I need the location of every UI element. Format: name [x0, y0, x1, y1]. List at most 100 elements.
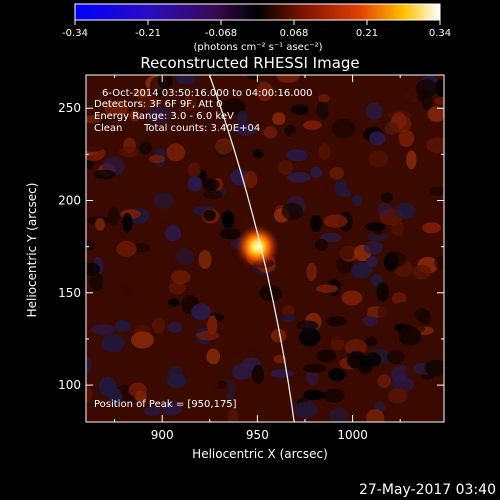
heatmap-blob: [377, 303, 397, 322]
heatmap-blob: [426, 137, 444, 153]
heatmap-blob: [187, 176, 203, 192]
heatmap-blob: [296, 320, 319, 331]
heatmap-blob: [157, 244, 180, 257]
x-axis-label: Heliocentric X (arcsec): [192, 447, 328, 461]
heatmap-blob: [86, 356, 92, 374]
heatmap-blob: [104, 100, 128, 117]
heatmap-blob: [203, 189, 223, 200]
heatmap-blob: [151, 317, 166, 334]
heatmap-blob: [101, 361, 120, 373]
heatmap-blob: [146, 106, 171, 124]
heatmap-blob: [166, 143, 186, 162]
heatmap-blob: [398, 129, 415, 147]
heatmap-blob: [355, 299, 368, 320]
heatmap-blob: [341, 188, 352, 198]
heatmap-blob: [176, 75, 196, 85]
heatmap-blob: [366, 256, 378, 268]
heatmap-blob: [351, 195, 363, 207]
heatmap-blob: [281, 202, 303, 220]
heatmap-blob: [386, 350, 405, 365]
heatmap-blob: [114, 319, 131, 332]
heatmap-blob: [222, 98, 246, 116]
chart-title: Reconstructed RHESSI Image: [140, 54, 359, 72]
heatmap-blob: [276, 75, 300, 83]
heatmap-blob: [139, 141, 153, 155]
x-tick-label: 1000: [337, 428, 368, 442]
info-peak-position: Position of Peak = [950,175]: [94, 399, 237, 410]
heatmap-blob: [392, 76, 412, 93]
heatmap-blob: [329, 167, 345, 180]
heatmap-blob: [86, 115, 102, 124]
heatmap-blob: [320, 232, 342, 243]
y-tick-label: 100: [58, 378, 81, 392]
heatmap-blob: [153, 192, 174, 210]
heatmap-blob: [398, 326, 421, 346]
heatmap-blob: [302, 363, 327, 373]
heatmap-blob: [86, 142, 104, 152]
heatmap-blob: [215, 138, 233, 155]
heatmap-blob: [344, 339, 367, 356]
y-axis-label: Heliocentric Y (arcsec): [25, 183, 39, 318]
heatmap-blob: [94, 169, 116, 180]
heatmap-blob: [129, 109, 140, 122]
info-detectors: Detectors: 3F 6F 9F, Att 0: [94, 99, 222, 110]
heatmap-blob: [286, 149, 308, 162]
heatmap-blob: [423, 174, 444, 190]
heatmap-blob: [224, 380, 236, 401]
heatmap-blob: [214, 304, 234, 316]
heatmap-blob: [119, 146, 139, 158]
heatmap-blob: [364, 222, 386, 232]
heatmap-blob: [108, 206, 120, 227]
heatmap-blob: [369, 131, 386, 146]
x-tick-label: 900: [151, 428, 174, 442]
heatmap-blob: [216, 77, 240, 88]
colorbar-tick-label-3: 0.068: [280, 28, 309, 39]
heatmap-blob: [89, 272, 104, 292]
colorbar-tick-label-5: 0.34: [429, 28, 451, 39]
heatmap-blob: [272, 112, 286, 126]
heatmap-blob: [157, 75, 174, 89]
heatmap-blob: [209, 381, 230, 398]
plot-frame: [85, 74, 445, 423]
heatmap-blob: [412, 264, 432, 280]
heatmap-blob: [122, 212, 133, 233]
heatmap-blob: [346, 351, 367, 369]
heatmap-blob: [271, 328, 287, 343]
heatmap-blob: [227, 408, 239, 422]
heatmap-blob: [424, 359, 444, 377]
heatmap-blob: [328, 368, 346, 382]
heatmap-blob: [183, 94, 197, 111]
heatmap-blob: [314, 238, 329, 251]
heatmap-blob: [161, 401, 182, 416]
solar-limb-curve: [208, 75, 295, 422]
heatmap-blob: [365, 102, 383, 121]
heatmap-blob: [384, 122, 399, 135]
heatmap-blob: [259, 285, 282, 302]
heatmap-blob: [168, 281, 186, 295]
peak-source: [235, 224, 280, 269]
heatmap-blob: [316, 349, 337, 363]
heatmap-blob: [365, 336, 378, 347]
x-tick-label: 950: [246, 428, 269, 442]
heatmap-blob: [377, 374, 392, 389]
heatmap-blob: [306, 262, 317, 282]
colorbar-unit-label: (photons cm⁻² s⁻¹ asec⁻²): [193, 42, 322, 53]
y-axis: 100 150 200 250: [58, 101, 444, 392]
heatmap-blob: [367, 232, 389, 242]
heatmap-blob: [415, 205, 430, 221]
heatmap-blob: [309, 214, 323, 232]
heatmap-blob: [148, 154, 165, 164]
heatmap-blob: [203, 209, 216, 221]
heatmap-blob: [137, 94, 157, 110]
heatmap-blob: [167, 373, 187, 388]
heatmap-blob: [198, 250, 212, 269]
heatmap-blob: [143, 406, 162, 417]
heatmap-blob: [187, 162, 201, 178]
y-tick-label: 150: [58, 286, 81, 300]
heatmap-blob: [377, 202, 393, 216]
heatmap-blob: [290, 104, 310, 116]
heatmap-blob: [132, 243, 151, 253]
heatmap-blob: [121, 283, 133, 295]
heatmap-blob: [165, 225, 182, 242]
heatmap-blob: [251, 364, 265, 385]
